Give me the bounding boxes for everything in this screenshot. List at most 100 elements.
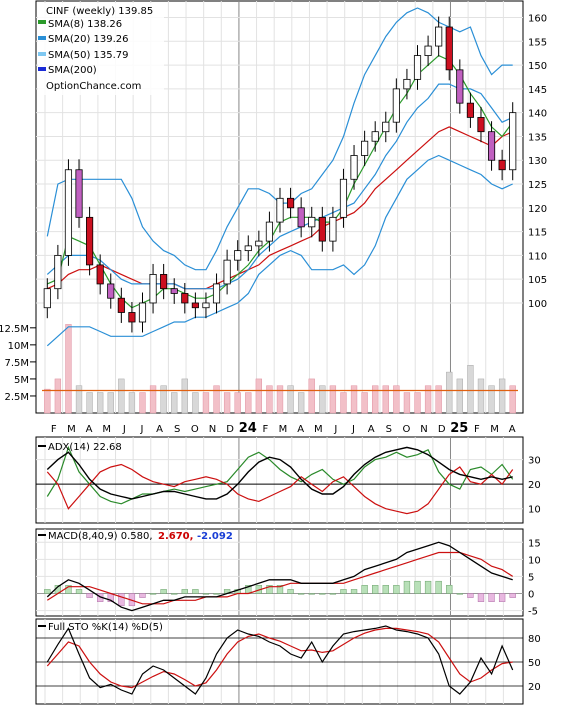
volume-bar bbox=[467, 365, 474, 414]
macd-histogram-bar bbox=[403, 580, 411, 594]
candle-body bbox=[371, 131, 379, 142]
volume-bar bbox=[477, 378, 485, 414]
candle-body bbox=[212, 283, 221, 304]
price-tick-label: 130 bbox=[528, 156, 547, 167]
volume-tick-label: 12.5M bbox=[0, 324, 29, 335]
month-label: A bbox=[297, 424, 304, 435]
macd-histogram-bar bbox=[65, 585, 72, 594]
adx-tick-label: 20 bbox=[528, 480, 541, 491]
volume-bar bbox=[65, 324, 72, 414]
macd-histogram-bar bbox=[498, 593, 506, 602]
legend-entry-sma200: SMA(200) bbox=[48, 65, 97, 76]
month-label: N bbox=[420, 424, 427, 435]
volume-bar bbox=[446, 371, 453, 414]
candle-body bbox=[318, 216, 326, 242]
candle-body bbox=[181, 293, 189, 304]
volume-bar bbox=[255, 378, 263, 414]
candle-body bbox=[265, 221, 273, 242]
volume-bar bbox=[509, 385, 516, 414]
macd-title: MACD(8,40,9) 0.580, 2.670, -2.092 bbox=[38, 531, 233, 542]
macd-histogram-bar bbox=[477, 593, 485, 602]
volume-bar bbox=[44, 388, 51, 414]
candle-body bbox=[255, 240, 263, 247]
candle-body bbox=[191, 302, 199, 309]
candle-body bbox=[244, 245, 252, 252]
volume-bar bbox=[424, 385, 432, 414]
month-label: S bbox=[174, 424, 180, 435]
candle-body bbox=[160, 274, 168, 290]
price-tick-label: 100 bbox=[528, 299, 547, 310]
macd-histogram-bar bbox=[308, 593, 315, 595]
candle-body bbox=[149, 274, 157, 304]
macd-histogram-bar bbox=[456, 593, 463, 595]
month-label: N bbox=[209, 424, 216, 435]
candle-body bbox=[64, 169, 73, 256]
macd-histogram-bar bbox=[266, 585, 273, 594]
candle-body bbox=[223, 259, 231, 285]
volume-bar bbox=[382, 385, 389, 414]
volume-bar bbox=[107, 392, 114, 414]
candle-body bbox=[392, 88, 400, 123]
sto-tick-label: 50 bbox=[528, 658, 541, 669]
candle-body bbox=[339, 178, 348, 218]
macd-histogram-bar bbox=[202, 593, 210, 595]
volume-tick-label: 2.5M bbox=[4, 392, 29, 403]
macd-histogram-bar bbox=[488, 593, 495, 602]
candle-body bbox=[498, 159, 506, 171]
legend: CINF (weekly) 139.85 SMA(8) 138.26 SMA(2… bbox=[38, 3, 164, 95]
month-label: D bbox=[438, 424, 446, 435]
volume-tick-label: 5M bbox=[14, 375, 29, 386]
macd-histogram-bar bbox=[350, 589, 358, 594]
price-tick-label: 155 bbox=[528, 37, 547, 48]
macd-histogram-bar bbox=[118, 593, 125, 607]
candle-body bbox=[117, 297, 125, 313]
candle-body bbox=[75, 169, 83, 218]
candle-body bbox=[276, 197, 284, 223]
adx-line bbox=[46, 446, 513, 500]
price-tick-label: 150 bbox=[528, 61, 547, 72]
legend-swatch-sma50 bbox=[38, 52, 46, 56]
price-tick-label: 135 bbox=[528, 132, 547, 143]
macd-histogram-bar bbox=[44, 589, 51, 594]
macd-histogram-bar bbox=[160, 589, 167, 594]
macd-histogram-bar bbox=[276, 585, 284, 594]
volume-bar bbox=[361, 392, 368, 414]
month-label: M bbox=[102, 424, 111, 435]
price-tick-label: 120 bbox=[528, 204, 547, 215]
candle-body bbox=[128, 312, 136, 323]
volume-bar bbox=[160, 385, 167, 414]
price-tick-label: 115 bbox=[528, 228, 547, 239]
volume-tick-label: 7.5M bbox=[4, 358, 29, 369]
legend-swatch-sma20 bbox=[38, 36, 46, 40]
volume-bar bbox=[171, 392, 178, 414]
macd-histogram-bar bbox=[297, 593, 305, 595]
volume-bar bbox=[234, 392, 241, 414]
macd-histogram-bar bbox=[329, 593, 337, 595]
month-label: J bbox=[351, 424, 355, 435]
month-label: M bbox=[279, 424, 288, 435]
volume-bar bbox=[488, 385, 495, 414]
volume-bar bbox=[75, 385, 83, 414]
sma20-line bbox=[46, 83, 513, 290]
volume-tick-label: 10M bbox=[8, 341, 29, 352]
macd-histogram-bar bbox=[509, 593, 516, 598]
adx-title-text: ADX(14) 22.68 bbox=[48, 442, 122, 453]
candle-body bbox=[107, 283, 115, 299]
candle-body bbox=[43, 288, 51, 309]
macd-signal-line bbox=[46, 551, 514, 605]
candle-body bbox=[54, 254, 62, 290]
candle-body bbox=[86, 216, 94, 266]
month-label: F bbox=[262, 424, 268, 435]
volume-bar bbox=[192, 392, 199, 414]
price-tick-label: 160 bbox=[528, 14, 547, 25]
month-label: A bbox=[156, 424, 163, 435]
candle-body bbox=[361, 140, 369, 156]
macd-line bbox=[46, 541, 513, 612]
legend-swatch-sma8 bbox=[38, 20, 46, 24]
volume-bar bbox=[403, 392, 411, 414]
volume-bar bbox=[329, 385, 337, 414]
volume-bar bbox=[350, 385, 358, 414]
volume-bar bbox=[372, 385, 379, 414]
macd-histogram-bar bbox=[435, 580, 442, 594]
